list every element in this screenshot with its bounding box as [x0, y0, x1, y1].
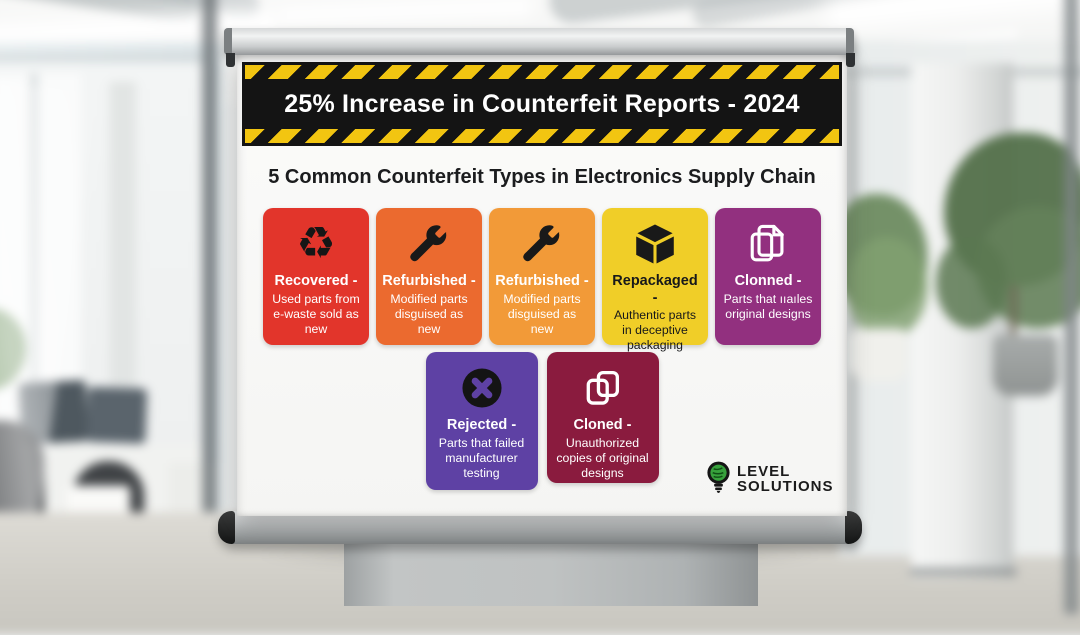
box-icon: [632, 218, 678, 270]
card-title: Refurbished -: [495, 273, 589, 289]
card-refurbished-1: Refurbished - Modified parts disguised a…: [376, 208, 482, 345]
monitor: [86, 386, 148, 444]
card-repackaged: Repackaged - Authentic parts in deceptiv…: [602, 208, 708, 352]
rail-end-cap: [846, 28, 854, 55]
copy-pages-icon: [746, 218, 790, 270]
glass-mullion: [202, 0, 217, 615]
card-row-1: ♻ Recovered - Used parts from e-waste so…: [237, 208, 847, 352]
wrench-icon: [407, 218, 451, 270]
caution-banner: 25% Increase in Counterfeit Reports - 20…: [242, 62, 842, 146]
brand-logo: LEVEL SOLUTIONS: [705, 460, 834, 500]
rail-bracket: [226, 53, 235, 67]
copy-icon: [582, 362, 624, 414]
card-title: Cloned -: [573, 417, 632, 433]
pillar-base: [909, 567, 1018, 577]
poster-subtitle: 5 Common Counterfeit Types in Electronic…: [268, 166, 816, 188]
glass-frame: [0, 55, 206, 61]
card-description: Unauthorized copies of original designs: [556, 435, 649, 480]
card-row-2: Rejected - Parts that failed manufacture…: [237, 352, 847, 490]
card-description: Parts that ııaıles original designs: [723, 291, 813, 321]
x-circle-icon: [459, 362, 505, 414]
infographic-poster: 25% Increase in Counterfeit Reports - 20…: [237, 54, 847, 516]
interior-column: [109, 81, 137, 429]
rail-bracket: [846, 53, 855, 67]
brand-line-1: LEVEL: [737, 463, 791, 481]
card-title: Repackaged -: [612, 273, 698, 306]
card-title: Clonned -: [734, 273, 802, 289]
card-rejected: Rejected - Parts that failed manufacture…: [425, 352, 538, 490]
stand-bottom-rail: [218, 511, 862, 544]
plant-pot: [850, 328, 908, 382]
brand-line-2: SOLUTIONS: [737, 478, 834, 495]
stand-pedestal: [344, 540, 758, 606]
recycle-icon: ♻: [296, 218, 336, 269]
card-title: Refurbished -: [382, 273, 476, 289]
rail-end-cap: [218, 511, 235, 544]
card-recovered: ♻ Recovered - Used parts from e-waste so…: [263, 208, 369, 345]
card-description: Modified parts disguised as new: [390, 291, 468, 336]
plant: [935, 236, 1008, 329]
plant-trunk: [1011, 285, 1017, 341]
card-cloned: Cloned - Unauthorized copies of original…: [546, 352, 659, 483]
card-description: Modified parts disguised as new: [503, 291, 581, 336]
rail-end-cap: [845, 511, 862, 544]
wrench-icon: [520, 218, 564, 270]
rail-end-cap: [224, 28, 232, 55]
caution-stripe-bottom: [245, 129, 839, 143]
plant-pot: [992, 334, 1059, 396]
card-title: Rejected -: [446, 417, 517, 433]
lightbulb-icon: [705, 460, 732, 500]
caution-stripe-top: [245, 65, 839, 79]
card-description: Authentic parts in deceptive packaging: [613, 308, 697, 353]
card-description: Used parts from e-waste sold as new: [272, 291, 360, 336]
poster-headline: 25% Increase in Counterfeit Reports - 20…: [284, 89, 800, 118]
card-title: Recovered -: [274, 273, 358, 289]
plant: [846, 236, 928, 339]
stand-top-rail: [224, 28, 854, 55]
card-clonned: Clonned - Parts that ııaıles original de…: [715, 208, 821, 345]
card-description: Parts that failed manufacturer testing: [438, 435, 525, 480]
glass-mullion: [1064, 0, 1079, 615]
card-refurbished-2: Refurbished - Modified parts disguised a…: [489, 208, 595, 345]
brand-name: LEVEL SOLUTIONS: [737, 463, 834, 495]
